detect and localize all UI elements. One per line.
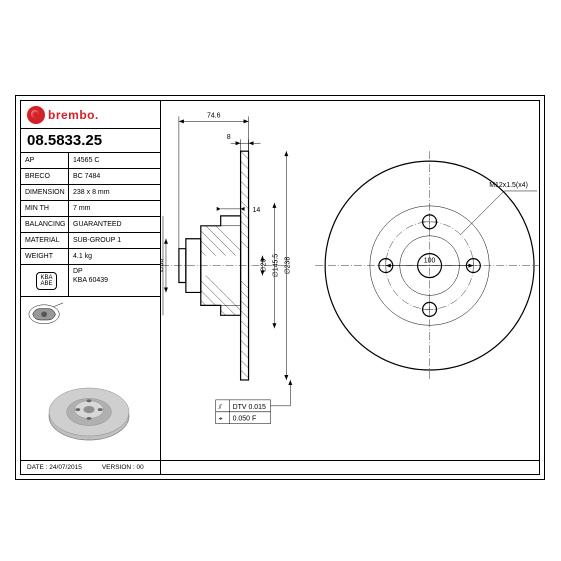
spec-label: AP (21, 153, 69, 168)
tol-flat: 0.050 F (233, 416, 257, 423)
spec-value: 7 mm (69, 201, 160, 216)
spec-row-breco: BRECO BC 7484 (21, 169, 160, 185)
dim-pcd: 100 (424, 258, 436, 265)
spec-label: MATERIAL (21, 233, 69, 248)
version-label: VERSION : (102, 464, 135, 471)
dim-d238: ∅238 (284, 257, 291, 275)
tol-dtv: DTV 0.015 (233, 404, 266, 411)
technical-drawing: 74.6 8 14 ∅60 ∅140 (161, 101, 539, 460)
spec-row-dimension: DIMENSION 238 x 8 mm (21, 185, 160, 201)
spec-row-material: MATERIAL SUB-GROUP 1 (21, 233, 160, 249)
date-value: 24/07/2015 (49, 464, 82, 471)
dim-flange: 14 (253, 207, 261, 214)
spec-value: BC 7484 (69, 169, 160, 184)
info-panel: brembo. 08.5833.25 AP 14565 C BRECO BC 7… (21, 101, 161, 474)
spec-value: GUARANTEED (69, 217, 160, 232)
dim-bolt: M12x1.5(x4) (489, 182, 528, 189)
kba-badge: KBA ABE (36, 272, 56, 290)
drawing-sheet: brembo. 08.5833.25 AP 14565 C BRECO BC 7… (15, 95, 545, 480)
spec-row-balancing: BALANCING GUARANTEED (21, 217, 160, 233)
spec-value: DP KBA 60439 (69, 265, 160, 296)
brand-name: brembo. (48, 108, 99, 122)
brembo-icon (27, 106, 45, 124)
spec-value: 14565 C (69, 153, 160, 168)
spec-row-ap: AP 14565 C (21, 153, 160, 169)
spec-label: BRECO (21, 169, 69, 184)
dim-width: 74.6 (207, 112, 221, 119)
product-thumbnail (39, 372, 139, 452)
spec-row-minth: MIN TH 7 mm (21, 201, 160, 217)
spec-value: 238 x 8 mm (69, 185, 160, 200)
spec-row-weight: WEIGHT 4.1 kg (21, 249, 160, 265)
footer-version: VERSION : 00 (102, 464, 144, 471)
brand-logo: brembo. (21, 101, 160, 129)
title-block-footer: DATE : 24/07/2015 VERSION : 00 (21, 460, 539, 474)
spec-row-kba: KBA ABE DP KBA 60439 (21, 265, 160, 297)
spec-label: WEIGHT (21, 249, 69, 264)
kba-line2: ABE (40, 281, 52, 287)
feature-callout-icon (27, 301, 65, 327)
sheet-border: brembo. 08.5833.25 AP 14565 C BRECO BC 7… (20, 100, 540, 475)
spec-label: BALANCING (21, 217, 69, 232)
dim-thickness: 8 (227, 134, 231, 141)
spec-value: 4.1 kg (69, 249, 160, 264)
date-label: DATE : (27, 464, 47, 471)
spec-label: DIMENSION (21, 185, 69, 200)
spec-value: SUB-GROUP 1 (69, 233, 160, 248)
footer-date: DATE : 24/07/2015 (27, 464, 82, 471)
kba-badge-cell: KBA ABE (21, 265, 69, 296)
spec-label: MIN TH (21, 201, 69, 216)
svg-text:⫽: ⫽ (218, 403, 223, 411)
dim-d145: ∅145.5 (272, 254, 279, 278)
dim-d26: ∅26 (260, 259, 267, 273)
svg-text:⌖: ⌖ (219, 416, 223, 423)
part-number: 08.5833.25 (21, 129, 160, 153)
version-value: 00 (137, 464, 144, 471)
